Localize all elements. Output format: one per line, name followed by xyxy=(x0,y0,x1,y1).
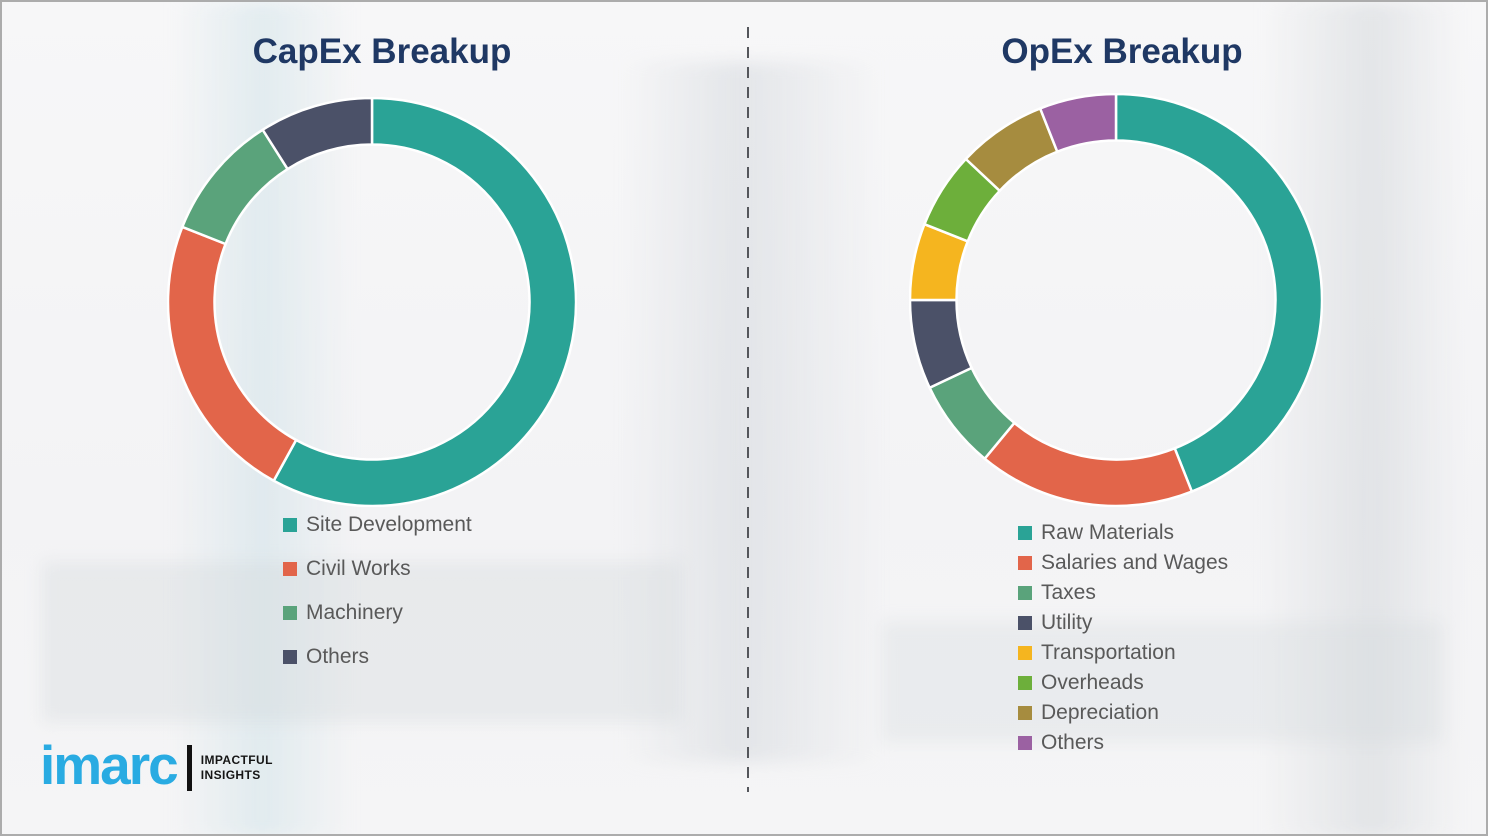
legend-label: Salaries and Wages xyxy=(1041,551,1229,574)
legend-item-civil-works: Civil Works xyxy=(283,547,472,591)
legend-swatch-utility xyxy=(1018,616,1032,630)
logo-tagline-line2: INSIGHTS xyxy=(200,767,261,782)
logo-separator-bar xyxy=(186,744,192,791)
legend-swatch-transportation xyxy=(1018,646,1032,660)
legend-label: Civil Works xyxy=(306,557,411,580)
legend-item-depreciation: Depreciation xyxy=(1018,698,1228,728)
donut-slice-raw-materials xyxy=(1114,93,1323,493)
capex-donut-chart xyxy=(167,97,577,507)
legend-item-others: Others xyxy=(1018,728,1228,758)
legend-item-raw-materials: Raw Materials xyxy=(1018,518,1228,548)
legend-item-transportation: Transportation xyxy=(1018,638,1228,668)
donut-slice-others xyxy=(261,97,374,171)
capex-legend: Site Development Civil Works Machinery Othe… xyxy=(283,503,472,679)
legend-swatch-site-development xyxy=(283,518,297,532)
legend-swatch-taxes xyxy=(1018,586,1032,600)
legend-label: Machinery xyxy=(306,601,403,624)
legend-swatch-overheads xyxy=(1018,676,1032,690)
legend-item-machinery: Machinery xyxy=(283,591,472,635)
legend-item-taxes: Taxes xyxy=(1018,578,1228,608)
legend-swatch-raw-materials xyxy=(1018,526,1032,540)
logo-tagline: IMPACTFUL INSIGHTS xyxy=(201,753,273,783)
opex-chart-title: OpEx Breakup xyxy=(1001,32,1243,71)
legend-swatch-depreciation xyxy=(1018,706,1032,720)
legend-label: Depreciation xyxy=(1041,701,1159,724)
imarc-logo: imarc IMPACTFUL INSIGHTS xyxy=(40,738,273,793)
donut-slice-salaries-and-wages xyxy=(983,421,1194,507)
legend-label: Overheads xyxy=(1041,671,1144,694)
legend-label: Raw Materials xyxy=(1041,521,1175,544)
legend-label: Taxes xyxy=(1041,581,1096,604)
donut-slice-machinery xyxy=(181,128,289,246)
background-watermark xyxy=(622,62,882,762)
legend-swatch-others xyxy=(283,650,297,664)
legend-item-site-development: Site Development xyxy=(283,503,472,547)
donut-slice-others xyxy=(1038,93,1118,153)
legend-label: Others xyxy=(1041,731,1105,754)
legend-item-utility: Utility xyxy=(1018,608,1228,638)
legend-label: Site Development xyxy=(306,513,472,536)
legend-swatch-others xyxy=(1018,736,1032,750)
legend-item-others: Others xyxy=(283,635,472,679)
dashed-divider xyxy=(747,27,749,792)
donut-slice-site-development xyxy=(272,97,577,507)
opex-legend: Raw Materials Salaries and Wages Taxes Util… xyxy=(1018,518,1228,758)
donut-slice-civil-works xyxy=(167,225,298,483)
capex-chart-title: CapEx Breakup xyxy=(252,32,512,71)
imarc-logo-wordmark: imarc xyxy=(40,734,179,796)
opex-donut-chart xyxy=(909,93,1323,507)
legend-label: Transportation xyxy=(1041,641,1176,664)
legend-swatch-salaries-and-wages xyxy=(1018,556,1032,570)
legend-swatch-civil-works xyxy=(283,562,297,576)
legend-label: Others xyxy=(306,645,370,668)
legend-label: Utility xyxy=(1041,611,1093,634)
legend-item-salaries-and-wages: Salaries and Wages xyxy=(1018,548,1228,578)
legend-item-overheads: Overheads xyxy=(1018,668,1228,698)
legend-swatch-machinery xyxy=(283,606,297,620)
logo-tagline-line1: IMPACTFUL xyxy=(200,752,273,767)
